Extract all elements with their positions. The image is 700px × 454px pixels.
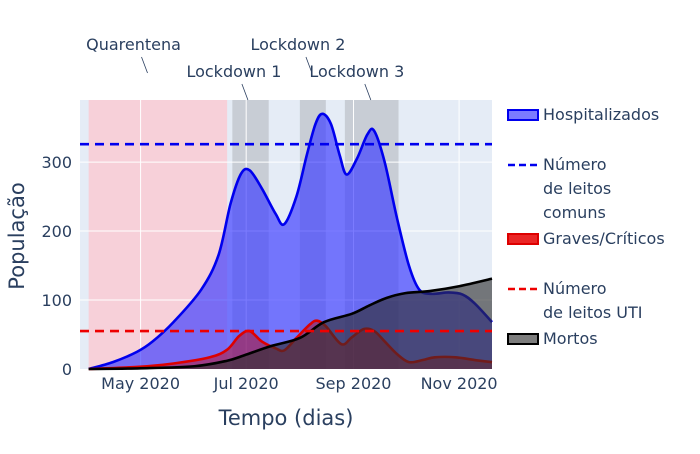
legend-label: Graves/Críticos [543, 229, 665, 248]
legend-label: Número [543, 279, 607, 298]
legend-label: comuns [543, 203, 606, 222]
legend[interactable]: Hospitalizados Número de leitos comuns Grave… [507, 105, 665, 348]
legend-swatch [507, 109, 539, 121]
annotations: Quarentena Lockdown 1 Lockdown 2 Lockdown 3 [86, 35, 404, 101]
x-tick-label: May 2020 [101, 374, 180, 393]
legend-item-numero-de-leitos-uti[interactable]: Número de leitos UTI [508, 279, 643, 322]
y-tick-label: 200 [41, 222, 72, 241]
x-tick-label: Sep 2020 [316, 374, 392, 393]
y-tick-label: 100 [41, 291, 72, 310]
series-areas [88, 112, 493, 371]
legend-label: Mortos [543, 329, 598, 348]
mortos-area [88, 278, 492, 369]
annotation-label: Lockdown 2 [251, 35, 346, 54]
hospitalizados-line [88, 112, 493, 371]
mortos-line [88, 277, 493, 371]
annotation-label: Lockdown 1 [186, 62, 281, 81]
legend-item-graves-criticos[interactable]: Graves/Críticos [507, 229, 665, 248]
annotation-label: Quarentena [86, 35, 181, 54]
x-tick-label: Jul 2020 [213, 374, 279, 393]
y-tick-label: 0 [62, 360, 72, 379]
legend-swatch [507, 333, 539, 345]
legend-label: de leitos [543, 179, 611, 198]
y-axis-title: População [5, 182, 29, 289]
legend-label: Número [543, 155, 607, 174]
legend-swatch [507, 233, 539, 245]
annotation-leader [305, 56, 313, 74]
legend-label: de leitos UTI [543, 303, 643, 322]
capacity-lines [80, 142, 492, 333]
axis-ticks: 0 100 200 300 May 2020 Jul 2020 Sep 2020 Nov 20… [41, 153, 497, 393]
annotation-leader [141, 56, 148, 74]
x-tick-label: Nov 2020 [421, 374, 498, 393]
legend-item-mortos[interactable]: Mortos [507, 329, 598, 348]
x-axis-title: Tempo (dias) [218, 406, 354, 430]
annotation-leader [241, 83, 249, 101]
annotation-label: Lockdown 3 [309, 62, 404, 81]
y-tick-label: 300 [41, 153, 72, 172]
legend-label: Hospitalizados [543, 105, 659, 124]
annotation-leader [364, 83, 372, 101]
legend-item-hospitalizados[interactable]: Hospitalizados [507, 105, 659, 124]
legend-item-numero-de-leitos-comuns[interactable]: Número de leitos comuns [508, 155, 611, 222]
